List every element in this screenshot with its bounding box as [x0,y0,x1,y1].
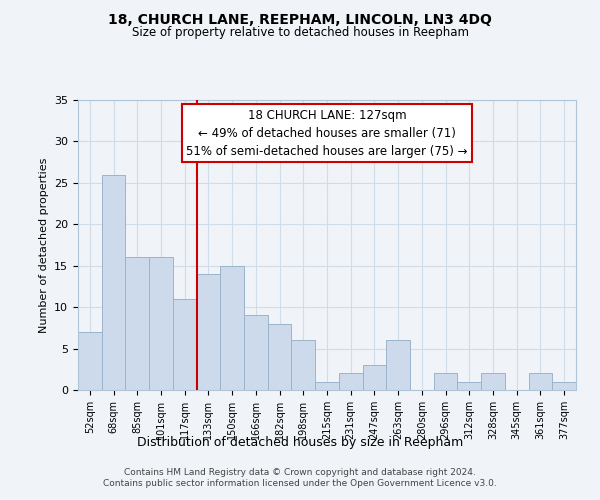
Bar [552,382,576,390]
Bar [220,266,244,390]
Text: Size of property relative to detached houses in Reepham: Size of property relative to detached ho… [131,26,469,39]
Bar [481,374,505,390]
Bar [149,258,173,390]
Bar [244,316,268,390]
Bar [268,324,292,390]
Bar [173,299,197,390]
Bar [102,174,125,390]
Bar [339,374,362,390]
Bar [386,340,410,390]
Bar [78,332,102,390]
Y-axis label: Number of detached properties: Number of detached properties [38,158,49,332]
Bar [292,340,315,390]
Text: 18, CHURCH LANE, REEPHAM, LINCOLN, LN3 4DQ: 18, CHURCH LANE, REEPHAM, LINCOLN, LN3 4… [108,12,492,26]
Text: Distribution of detached houses by size in Reepham: Distribution of detached houses by size … [137,436,463,449]
Text: Contains HM Land Registry data © Crown copyright and database right 2024.: Contains HM Land Registry data © Crown c… [124,468,476,477]
Bar [125,258,149,390]
Text: 18 CHURCH LANE: 127sqm
← 49% of detached houses are smaller (71)
51% of semi-det: 18 CHURCH LANE: 127sqm ← 49% of detached… [186,108,468,158]
Text: Contains public sector information licensed under the Open Government Licence v3: Contains public sector information licen… [103,480,497,488]
Bar [434,374,457,390]
Bar [529,374,552,390]
Bar [457,382,481,390]
Bar [197,274,220,390]
Bar [362,365,386,390]
Bar [315,382,339,390]
